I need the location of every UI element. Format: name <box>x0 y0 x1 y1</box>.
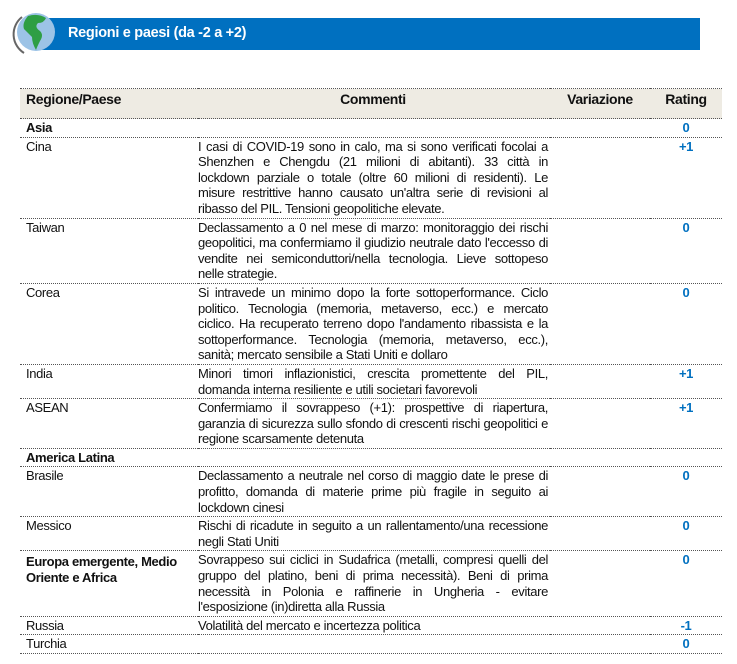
region-name: Asia <box>20 118 198 138</box>
table-row: India Minori timori inflazionistici, cres… <box>20 364 722 400</box>
header-region: Regione/Paese <box>20 88 198 119</box>
comment: Rischi di ricadute in seguito a un ralle… <box>198 516 550 552</box>
header-comments: Commenti <box>198 88 550 119</box>
variation <box>550 448 650 468</box>
table-header: Regione/Paese Commenti Variazione Rating <box>20 88 722 119</box>
comment: Declassamento a neutrale nel corso di ma… <box>198 466 550 518</box>
rating: +1 <box>650 364 722 400</box>
table-row: Turchia 0 <box>20 634 722 654</box>
rating: 0 <box>650 118 722 138</box>
comment: Volatilità del mercato e incertezza poli… <box>198 616 550 636</box>
section-title-bar: Regioni e paesi (da -2 a +2) <box>40 18 700 50</box>
region-name: India <box>20 364 198 400</box>
table-row: Taiwan Declassamento a 0 nel mese di marz… <box>20 218 722 284</box>
comment: Confermiamo il sovrappeso (+1): prospett… <box>198 398 550 449</box>
table-row: Europa emergente, Medio Oriente e Africa… <box>20 550 722 617</box>
table-row: America Latina <box>20 448 722 468</box>
variation <box>550 398 650 449</box>
comment: Minori timori inflazionistici, crescita … <box>198 364 550 400</box>
rating: 0 <box>650 516 722 552</box>
rating <box>650 448 722 468</box>
region-name: ASEAN <box>20 398 198 449</box>
table-row: Brasile Declassamento a neutrale nel cors… <box>20 466 722 518</box>
region-name: Europa emergente, Medio Oriente e Africa <box>20 550 198 617</box>
comment: I casi di COVID-19 sono in calo, ma si s… <box>198 137 550 219</box>
header-variation: Variazione <box>550 88 650 119</box>
header-rating: Rating <box>650 88 722 119</box>
region-name: Taiwan <box>20 218 198 284</box>
variation <box>550 118 650 138</box>
rating: -1 <box>650 616 722 636</box>
variation <box>550 218 650 284</box>
rating: 0 <box>650 218 722 284</box>
region-name: Russia <box>20 616 198 636</box>
rating: +1 <box>650 137 722 219</box>
comment: Sovrappeso sui ciclici in Sudafrica (met… <box>198 550 550 617</box>
regions-table: Regione/Paese Commenti Variazione Rating… <box>20 88 722 654</box>
comment: Declassamento a 0 nel mese di marzo: mon… <box>198 218 550 284</box>
section-title: Regioni e paesi (da -2 a +2) <box>68 25 247 41</box>
rating: 0 <box>650 550 722 617</box>
rating: 0 <box>650 634 722 654</box>
region-name: Messico <box>20 516 198 552</box>
region-name: Turchia <box>20 634 198 654</box>
comment <box>198 448 550 468</box>
comment: Si intravede un minimo dopo la forte sot… <box>198 283 550 365</box>
table-row: Messico Rischi di ricadute in seguito a u… <box>20 516 722 552</box>
variation <box>550 283 650 365</box>
variation <box>550 634 650 654</box>
variation <box>550 550 650 617</box>
region-name: America Latina <box>20 448 198 468</box>
variation <box>550 466 650 518</box>
globe-icon <box>12 13 55 54</box>
region-name: Brasile <box>20 466 198 518</box>
rating: 0 <box>650 466 722 518</box>
region-name: Cina <box>20 137 198 219</box>
table-row: ASEAN Confermiamo il sovrappeso (+1): pro… <box>20 398 722 449</box>
table-row: Russia Volatilità del mercato e incertezz… <box>20 616 722 636</box>
rating: +1 <box>650 398 722 449</box>
variation <box>550 616 650 636</box>
region-name: Corea <box>20 283 198 365</box>
comment <box>198 634 550 654</box>
table-row: Cina I casi di COVID-19 sono in calo, ma … <box>20 137 722 219</box>
variation <box>550 137 650 219</box>
variation <box>550 364 650 400</box>
table-row: Corea Si intravede un minimo dopo la fort… <box>20 283 722 365</box>
table-row: Asia 0 <box>20 118 722 138</box>
comment <box>198 118 550 138</box>
variation <box>550 516 650 552</box>
rating: 0 <box>650 283 722 365</box>
